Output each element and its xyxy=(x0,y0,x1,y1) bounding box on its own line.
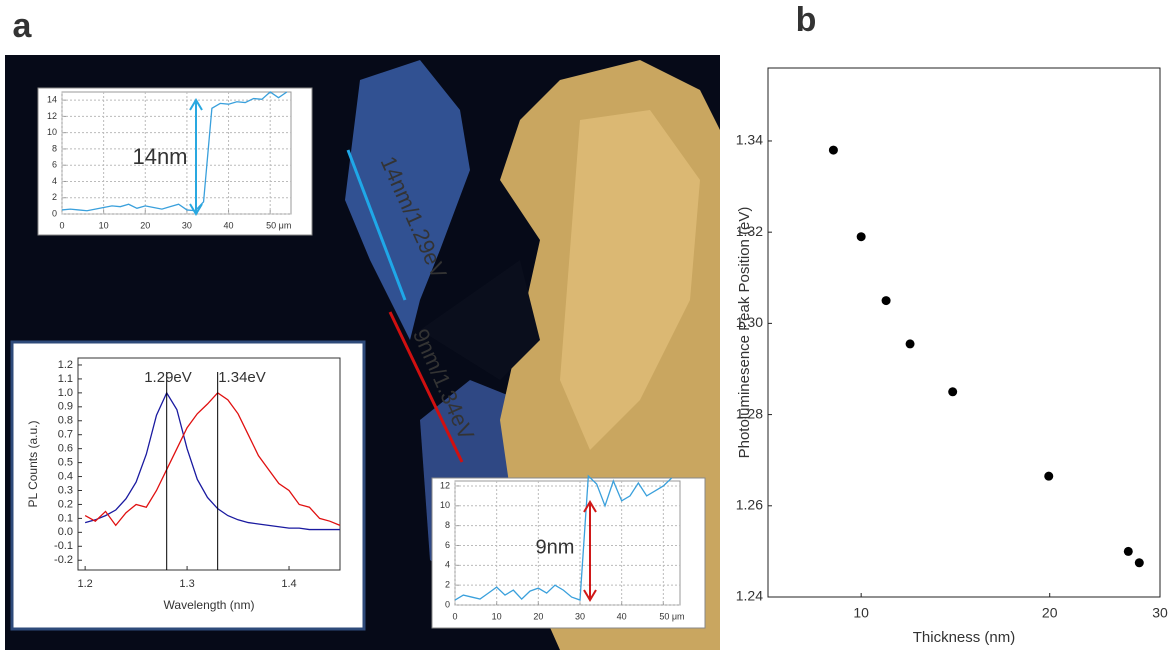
y-tick-label: 0.7 xyxy=(58,429,73,441)
y-tick-label: 10 xyxy=(47,127,57,137)
x-tick-label: 20 xyxy=(140,220,150,230)
y-tick-label: 0.5 xyxy=(58,457,73,469)
line xyxy=(454,474,673,601)
x-tick-label: 30 xyxy=(1152,605,1168,621)
y-tick-label: 6 xyxy=(52,160,57,170)
y-tick-label: 12 xyxy=(47,111,57,121)
arrow-head xyxy=(189,98,203,216)
x-tick-label: 10 xyxy=(853,605,869,621)
y-axis-label: Photoluminesence Peak Position (eV) xyxy=(736,207,753,459)
x-tick-label: 30 xyxy=(182,220,192,230)
x-tick-label: 1.3 xyxy=(179,578,194,590)
inset-frame xyxy=(431,477,706,629)
y-tick-label: 12 xyxy=(440,480,450,490)
annotation: 9nm xyxy=(536,536,575,558)
y-tick-label: 6 xyxy=(445,540,450,550)
y-tick-label: 1.24 xyxy=(736,588,763,604)
line xyxy=(84,392,341,527)
y-tick-label: 1.2 xyxy=(58,359,73,371)
x-tick-label: 1.4 xyxy=(281,578,296,590)
y-tick-label: 0.6 xyxy=(58,443,73,455)
y-tick-label: 8 xyxy=(52,143,57,153)
x-tick-label: 30 xyxy=(575,611,585,621)
panel-label: a xyxy=(13,7,33,45)
annotation: 14nm xyxy=(132,144,187,169)
y-tick-label: 1.30 xyxy=(736,314,763,330)
x-tick-label: 40 xyxy=(617,611,627,621)
line xyxy=(84,391,340,531)
profile-line xyxy=(388,311,464,463)
y-tick-label: 0 xyxy=(52,208,57,218)
y-tick-label: 1.26 xyxy=(736,496,763,512)
y-tick-label: 0.0 xyxy=(58,526,73,538)
y-tick-label: 1.28 xyxy=(736,405,763,421)
point xyxy=(881,296,891,306)
flake-shadow xyxy=(420,260,540,380)
x-tick-label: 10 xyxy=(492,611,502,621)
micrograph: 14nm/1.29eV 9nm/1.34eV xyxy=(5,55,720,650)
y-tick-label: 0.8 xyxy=(58,415,73,427)
y-tick-label: 1.0 xyxy=(58,387,73,399)
x-tick-label: 40 xyxy=(224,220,234,230)
y-tick-label: 0.3 xyxy=(58,484,73,496)
profile-line xyxy=(346,149,407,301)
y-tick-label: 1.32 xyxy=(736,223,763,239)
inset-frame xyxy=(10,340,366,631)
point xyxy=(1044,471,1054,481)
arrow-head xyxy=(583,500,597,602)
y-tick-label: -0.2 xyxy=(54,554,73,566)
y-tick-label: 10 xyxy=(440,500,450,510)
y-tick-label: 4 xyxy=(52,176,57,186)
x-tick-label: 1.2 xyxy=(77,578,92,590)
y-tick-label: 2 xyxy=(52,192,57,202)
panel-label: b xyxy=(796,1,817,39)
x-axis-label: Wavelength (nm) xyxy=(164,598,255,612)
y-tick-label: 1.34 xyxy=(736,132,763,148)
line xyxy=(61,91,288,212)
annotation: 1.29eV xyxy=(144,369,192,386)
flake xyxy=(345,60,470,340)
flake xyxy=(560,110,700,450)
point xyxy=(1134,558,1144,568)
x-tick-label: 50 μm xyxy=(659,611,684,621)
x-axis-label: Thickness (nm) xyxy=(913,629,1016,646)
plot-frame xyxy=(767,67,1161,598)
y-tick-label: -0.1 xyxy=(54,540,73,552)
x-tick-label: 50 μm xyxy=(266,220,291,230)
point xyxy=(905,339,915,349)
y-tick-label: 0 xyxy=(445,599,450,609)
y-tick-label: 1.1 xyxy=(58,373,73,385)
y-tick-label: 14 xyxy=(47,95,57,105)
y-axis-label: PL Counts (a.u.) xyxy=(26,421,40,508)
y-tick-label: 0.9 xyxy=(58,401,73,413)
y-tick-label: 2 xyxy=(445,580,450,590)
y-tick-label: 4 xyxy=(445,560,450,570)
point xyxy=(1123,546,1133,556)
y-tick-label: 8 xyxy=(445,520,450,530)
y-tick-label: 0.4 xyxy=(58,470,73,482)
x-tick-label: 10 xyxy=(99,220,109,230)
x-tick-label: 0 xyxy=(452,611,457,621)
x-tick-label: 0 xyxy=(59,220,64,230)
y-tick-label: 0.1 xyxy=(58,512,73,524)
x-tick-label: 20 xyxy=(1042,605,1058,621)
point xyxy=(828,145,838,155)
point xyxy=(948,387,958,397)
plot-frame xyxy=(77,357,341,571)
x-tick-label: 20 xyxy=(533,611,543,621)
point xyxy=(856,232,866,242)
annotation: 1.34eV xyxy=(218,369,266,386)
y-tick-label: 0.2 xyxy=(58,498,73,510)
